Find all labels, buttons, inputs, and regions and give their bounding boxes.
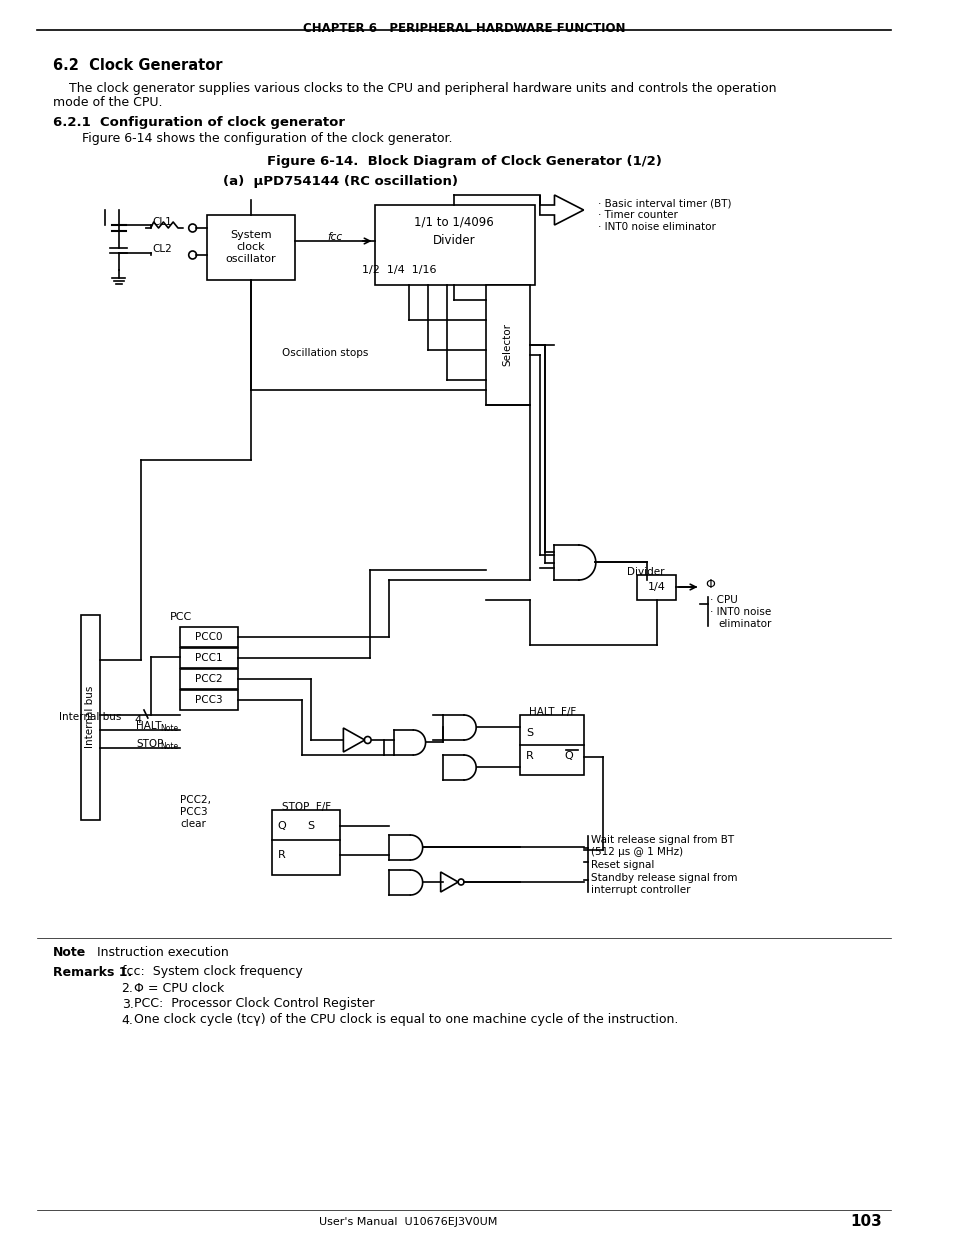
Bar (207, 215, 294, 280)
Bar (180, 690, 238, 710)
Text: Q: Q (564, 751, 573, 761)
Bar (180, 669, 238, 689)
Text: 1/4: 1/4 (647, 582, 665, 592)
Text: PCC2: PCC2 (195, 674, 223, 684)
Text: mode of the CPU.: mode of the CPU. (52, 96, 162, 109)
Bar (520, 715, 583, 776)
Text: Selector: Selector (502, 324, 512, 367)
Text: STOP  F/F: STOP F/F (281, 802, 331, 811)
Text: Figure 6-14.  Block Diagram of Clock Generator (1/2): Figure 6-14. Block Diagram of Clock Gene… (266, 156, 660, 168)
Text: (a)  μPD754144 (RC oscillation): (a) μPD754144 (RC oscillation) (223, 175, 457, 188)
Text: PCC: PCC (170, 613, 193, 622)
Text: Q: Q (277, 821, 286, 831)
Text: Oscillation stops: Oscillation stops (282, 348, 368, 358)
Text: 4.: 4. (121, 1014, 133, 1026)
Text: Figure 6-14 shows the configuration of the clock generator.: Figure 6-14 shows the configuration of t… (66, 132, 452, 144)
Text: 1/1 to 1/4096: 1/1 to 1/4096 (414, 215, 494, 228)
Text: R: R (526, 751, 534, 761)
Text: 4: 4 (134, 715, 142, 725)
Text: Internal bus: Internal bus (86, 685, 95, 748)
Text: eliminator: eliminator (718, 619, 770, 629)
Text: One clock cycle (tcγ) of the CPU clock is equal to one machine cycle of the inst: One clock cycle (tcγ) of the CPU clock i… (134, 1014, 678, 1026)
Text: CL1: CL1 (152, 217, 172, 227)
Text: Φ = CPU clock: Φ = CPU clock (134, 982, 224, 994)
Bar (637, 576, 676, 600)
Text: Wait release signal from BT: Wait release signal from BT (591, 835, 734, 845)
Text: S: S (526, 727, 533, 739)
Text: PCC:  Processor Clock Control Register: PCC: Processor Clock Control Register (134, 998, 375, 1010)
Text: CL2: CL2 (152, 245, 172, 254)
Text: Note: Note (52, 946, 86, 958)
Text: PCC3: PCC3 (195, 695, 223, 705)
Text: Φ: Φ (704, 578, 715, 592)
Text: fcc:  System clock frequency: fcc: System clock frequency (121, 966, 302, 978)
Text: · Timer counter: · Timer counter (598, 210, 678, 220)
Text: 6.2.1  Configuration of clock generator: 6.2.1 Configuration of clock generator (52, 116, 344, 128)
Text: Note: Note (160, 742, 178, 751)
Bar (375, 205, 535, 285)
Text: Divider: Divider (433, 233, 476, 247)
Text: · CPU: · CPU (709, 595, 737, 605)
Text: interrupt controller: interrupt controller (591, 885, 690, 895)
Polygon shape (539, 195, 583, 225)
Bar (554, 545, 578, 580)
Text: PCC2,: PCC2, (180, 795, 211, 805)
Text: CHAPTER 6   PERIPHERAL HARDWARE FUNCTION: CHAPTER 6 PERIPHERAL HARDWARE FUNCTION (302, 22, 624, 35)
Text: clock: clock (236, 242, 265, 252)
Text: clear: clear (180, 819, 206, 829)
Bar (273, 810, 340, 876)
Text: S: S (308, 821, 314, 831)
Polygon shape (440, 872, 457, 892)
Text: fcc: fcc (327, 232, 342, 242)
Bar (486, 285, 530, 405)
Text: PCC1: PCC1 (195, 653, 223, 663)
Text: HALT  F/F: HALT F/F (528, 706, 576, 718)
Text: · INT0 noise eliminator: · INT0 noise eliminator (598, 222, 716, 232)
Text: Note: Note (160, 724, 178, 734)
Text: Internal bus: Internal bus (59, 713, 122, 722)
Text: Standby release signal from: Standby release signal from (591, 873, 738, 883)
Text: System: System (230, 230, 272, 240)
Text: 103: 103 (849, 1214, 881, 1230)
Text: 1/2  1/4  1/16: 1/2 1/4 1/16 (361, 266, 436, 275)
Bar (81, 615, 100, 820)
Text: Remarks 1.: Remarks 1. (52, 966, 132, 978)
Bar (180, 627, 238, 647)
Text: PCC0: PCC0 (195, 632, 223, 642)
Text: STOP: STOP (136, 739, 163, 748)
Text: User's Manual  U10676EJ3V0UM: User's Manual U10676EJ3V0UM (319, 1216, 497, 1228)
Text: Instruction execution: Instruction execution (97, 946, 229, 958)
Text: R: R (278, 850, 286, 860)
Text: · Basic interval timer (BT): · Basic interval timer (BT) (598, 198, 731, 207)
Text: Divider: Divider (627, 567, 664, 577)
Text: HALT: HALT (136, 721, 161, 731)
Text: PCC3: PCC3 (180, 806, 208, 818)
Polygon shape (343, 727, 364, 752)
Bar (180, 648, 238, 668)
Text: The clock generator supplies various clocks to the CPU and peripheral hardware u: The clock generator supplies various clo… (52, 82, 775, 95)
Text: 2.: 2. (121, 982, 133, 994)
Text: 3.: 3. (121, 998, 133, 1010)
Text: (512 μs @ 1 MHz): (512 μs @ 1 MHz) (591, 847, 683, 857)
Text: 6.2  Clock Generator: 6.2 Clock Generator (52, 58, 222, 73)
Text: oscillator: oscillator (226, 254, 276, 264)
Text: Reset signal: Reset signal (591, 860, 654, 869)
Text: · INT0 noise: · INT0 noise (709, 606, 771, 618)
